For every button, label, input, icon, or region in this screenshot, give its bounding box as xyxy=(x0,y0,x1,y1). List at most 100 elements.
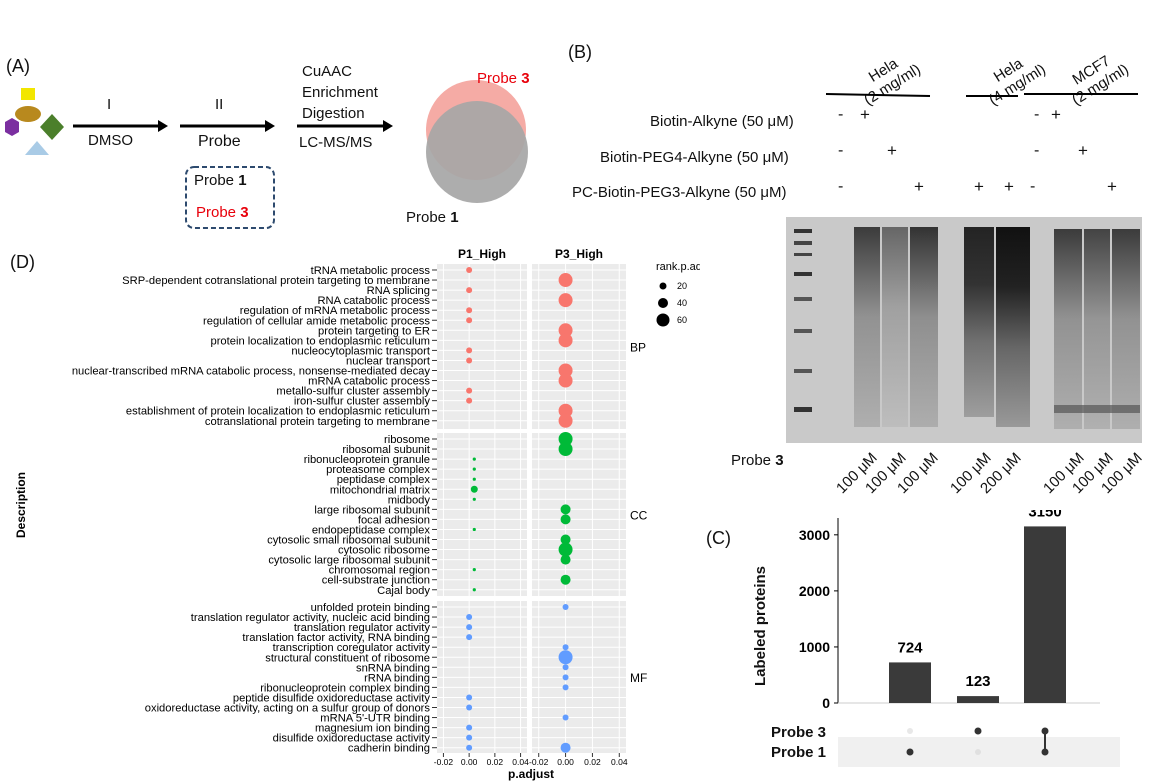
panel-a-graphic xyxy=(5,80,528,229)
sign-r3-5: - xyxy=(1030,178,1036,195)
go-term-label: cotranslational protein targeting to mem… xyxy=(205,416,430,428)
legend-title: rank.p.adjust xyxy=(656,261,700,273)
p1-dot xyxy=(466,267,473,273)
go-term-label: cytosolic large ribosomal subunit xyxy=(268,555,431,567)
matrix-dot-off xyxy=(907,728,913,734)
matrix-dot-on xyxy=(974,727,982,735)
facet-strip xyxy=(532,244,626,261)
p3-dot xyxy=(562,664,569,671)
go-term-label: mRNA 5'-UTR binding xyxy=(320,713,430,725)
go-term-label: cytosolic ribosome xyxy=(338,545,430,557)
venn-probe1-label: Probe 1 xyxy=(406,209,459,226)
p1-dot xyxy=(466,624,473,631)
go-term-label: cell-substrate junction xyxy=(322,575,430,587)
step1-label: I xyxy=(107,96,112,113)
y-tick-label: 0 xyxy=(822,695,830,711)
go-term-label: chromosomal region xyxy=(329,565,430,577)
p1-dot xyxy=(466,734,473,741)
go-term-label: regulation of cellular amide metabolic p… xyxy=(203,315,430,327)
y-tick-label: 3000 xyxy=(799,527,830,543)
p1-dot xyxy=(466,744,473,751)
p1-dot xyxy=(466,347,473,354)
matrix-dot-off xyxy=(975,749,981,755)
legend-dot xyxy=(659,282,667,290)
upset-row-probe1: Probe 1 xyxy=(771,744,827,761)
matrix-dot-on xyxy=(1041,727,1049,735)
ms-label: LC-MS/MS xyxy=(299,134,373,151)
go-term-label: focal adhesion xyxy=(358,514,430,526)
x-tick-label: 0.04 xyxy=(611,757,628,767)
go-term-label: establishment of protein localization to… xyxy=(126,406,430,418)
sign-r3-2: + xyxy=(914,177,924,196)
go-term-label: tRNA metabolic process xyxy=(311,265,431,277)
panel-a-label: (A) xyxy=(6,56,30,76)
p3-dot xyxy=(560,534,571,545)
sign-r1-3: - xyxy=(1034,106,1040,123)
group-label: BP xyxy=(630,341,646,355)
blue-triangle xyxy=(25,141,49,155)
panel-bg xyxy=(532,264,626,429)
go-term-label: transcription coregulator activity xyxy=(273,642,431,654)
p3-dot xyxy=(558,333,573,348)
bar xyxy=(889,662,931,703)
go-term-label: rRNA binding xyxy=(364,672,430,684)
bar xyxy=(957,696,999,703)
x-tick-label: 0.00 xyxy=(461,757,478,767)
y-axis-label: Description xyxy=(14,472,28,538)
go-term-label: disulfide oxidoreductase activity xyxy=(273,733,431,745)
p1-dot xyxy=(466,357,473,364)
panel-b-lines xyxy=(825,93,1138,97)
facet-strip xyxy=(437,244,527,261)
purple-hexagon xyxy=(5,118,19,136)
matrix-dot-on xyxy=(1041,748,1049,756)
go-term-label: protein localization to endoplasmic reti… xyxy=(210,335,430,347)
group-label: MF xyxy=(630,671,647,685)
p1-dot xyxy=(466,287,473,294)
p3-dot xyxy=(558,403,573,418)
go-dotplot: P1_High P3_High tRNA metabolic processSRP-… xyxy=(14,244,700,781)
p3-dot xyxy=(558,273,573,288)
p1-dot xyxy=(472,588,476,592)
step2-sub: Probe xyxy=(198,133,241,150)
go-term-label: midbody xyxy=(388,494,431,506)
p1-dot xyxy=(472,497,476,501)
go-term-label: mRNA catabolic process xyxy=(308,376,430,388)
p1-dot xyxy=(466,694,473,701)
p3-dot xyxy=(558,650,573,665)
reagent-row-2-label: Biotin-PEG4-Alkyne (50 μM) xyxy=(600,149,789,166)
legend-item-label: 40 xyxy=(677,298,687,308)
upset-row-probe3: Probe 3 xyxy=(771,724,827,741)
x-tick-label: 0.04 xyxy=(512,757,529,767)
legend-dot xyxy=(658,298,668,308)
sign-r3-3: + xyxy=(974,177,984,196)
matrix-dot-on xyxy=(906,748,914,756)
x-axis-label: p.adjust xyxy=(508,767,554,781)
go-term-label: iron-sulfur cluster assembly xyxy=(294,396,431,408)
p3-dot xyxy=(558,363,573,378)
go-term-label: structural constituent of ribosome xyxy=(265,652,430,664)
legend-dot xyxy=(656,313,670,327)
panel-bg xyxy=(532,433,626,596)
go-term-label: ribosomal subunit xyxy=(342,444,431,456)
p3-dot xyxy=(560,554,571,565)
x-tick-label: 0.02 xyxy=(487,757,504,767)
go-term-label: mitochondrial matrix xyxy=(330,484,431,496)
x-tick-label: 0.02 xyxy=(584,757,601,767)
go-term-label: nuclear transport xyxy=(346,355,431,367)
bar xyxy=(1024,526,1066,703)
p1-dot xyxy=(466,704,473,711)
bar-value-label: 3150 xyxy=(1028,510,1061,520)
legend-item-label: 60 xyxy=(677,315,687,325)
sign-r1-1: - xyxy=(838,106,844,123)
panel-d-label: (D) xyxy=(10,252,35,272)
workflow-text: CuAAC Enrichment Digestion xyxy=(302,63,378,122)
sign-r1-2: + xyxy=(860,105,870,124)
p3-dot xyxy=(562,644,569,651)
p3-dot xyxy=(558,413,573,428)
panel-c-ylabel: Labeled proteins xyxy=(752,565,769,686)
upset-chart: 0 1000 2000 3000 724 123 3150 xyxy=(799,510,1120,767)
facet-label: P1_High xyxy=(458,247,506,261)
sign-r2-1: - xyxy=(838,142,844,159)
reagent-row-3-label: PC-Biotin-PEG3-Alkyne (50 μM) xyxy=(572,184,787,201)
go-term-label: RNA catabolic process xyxy=(317,295,430,307)
